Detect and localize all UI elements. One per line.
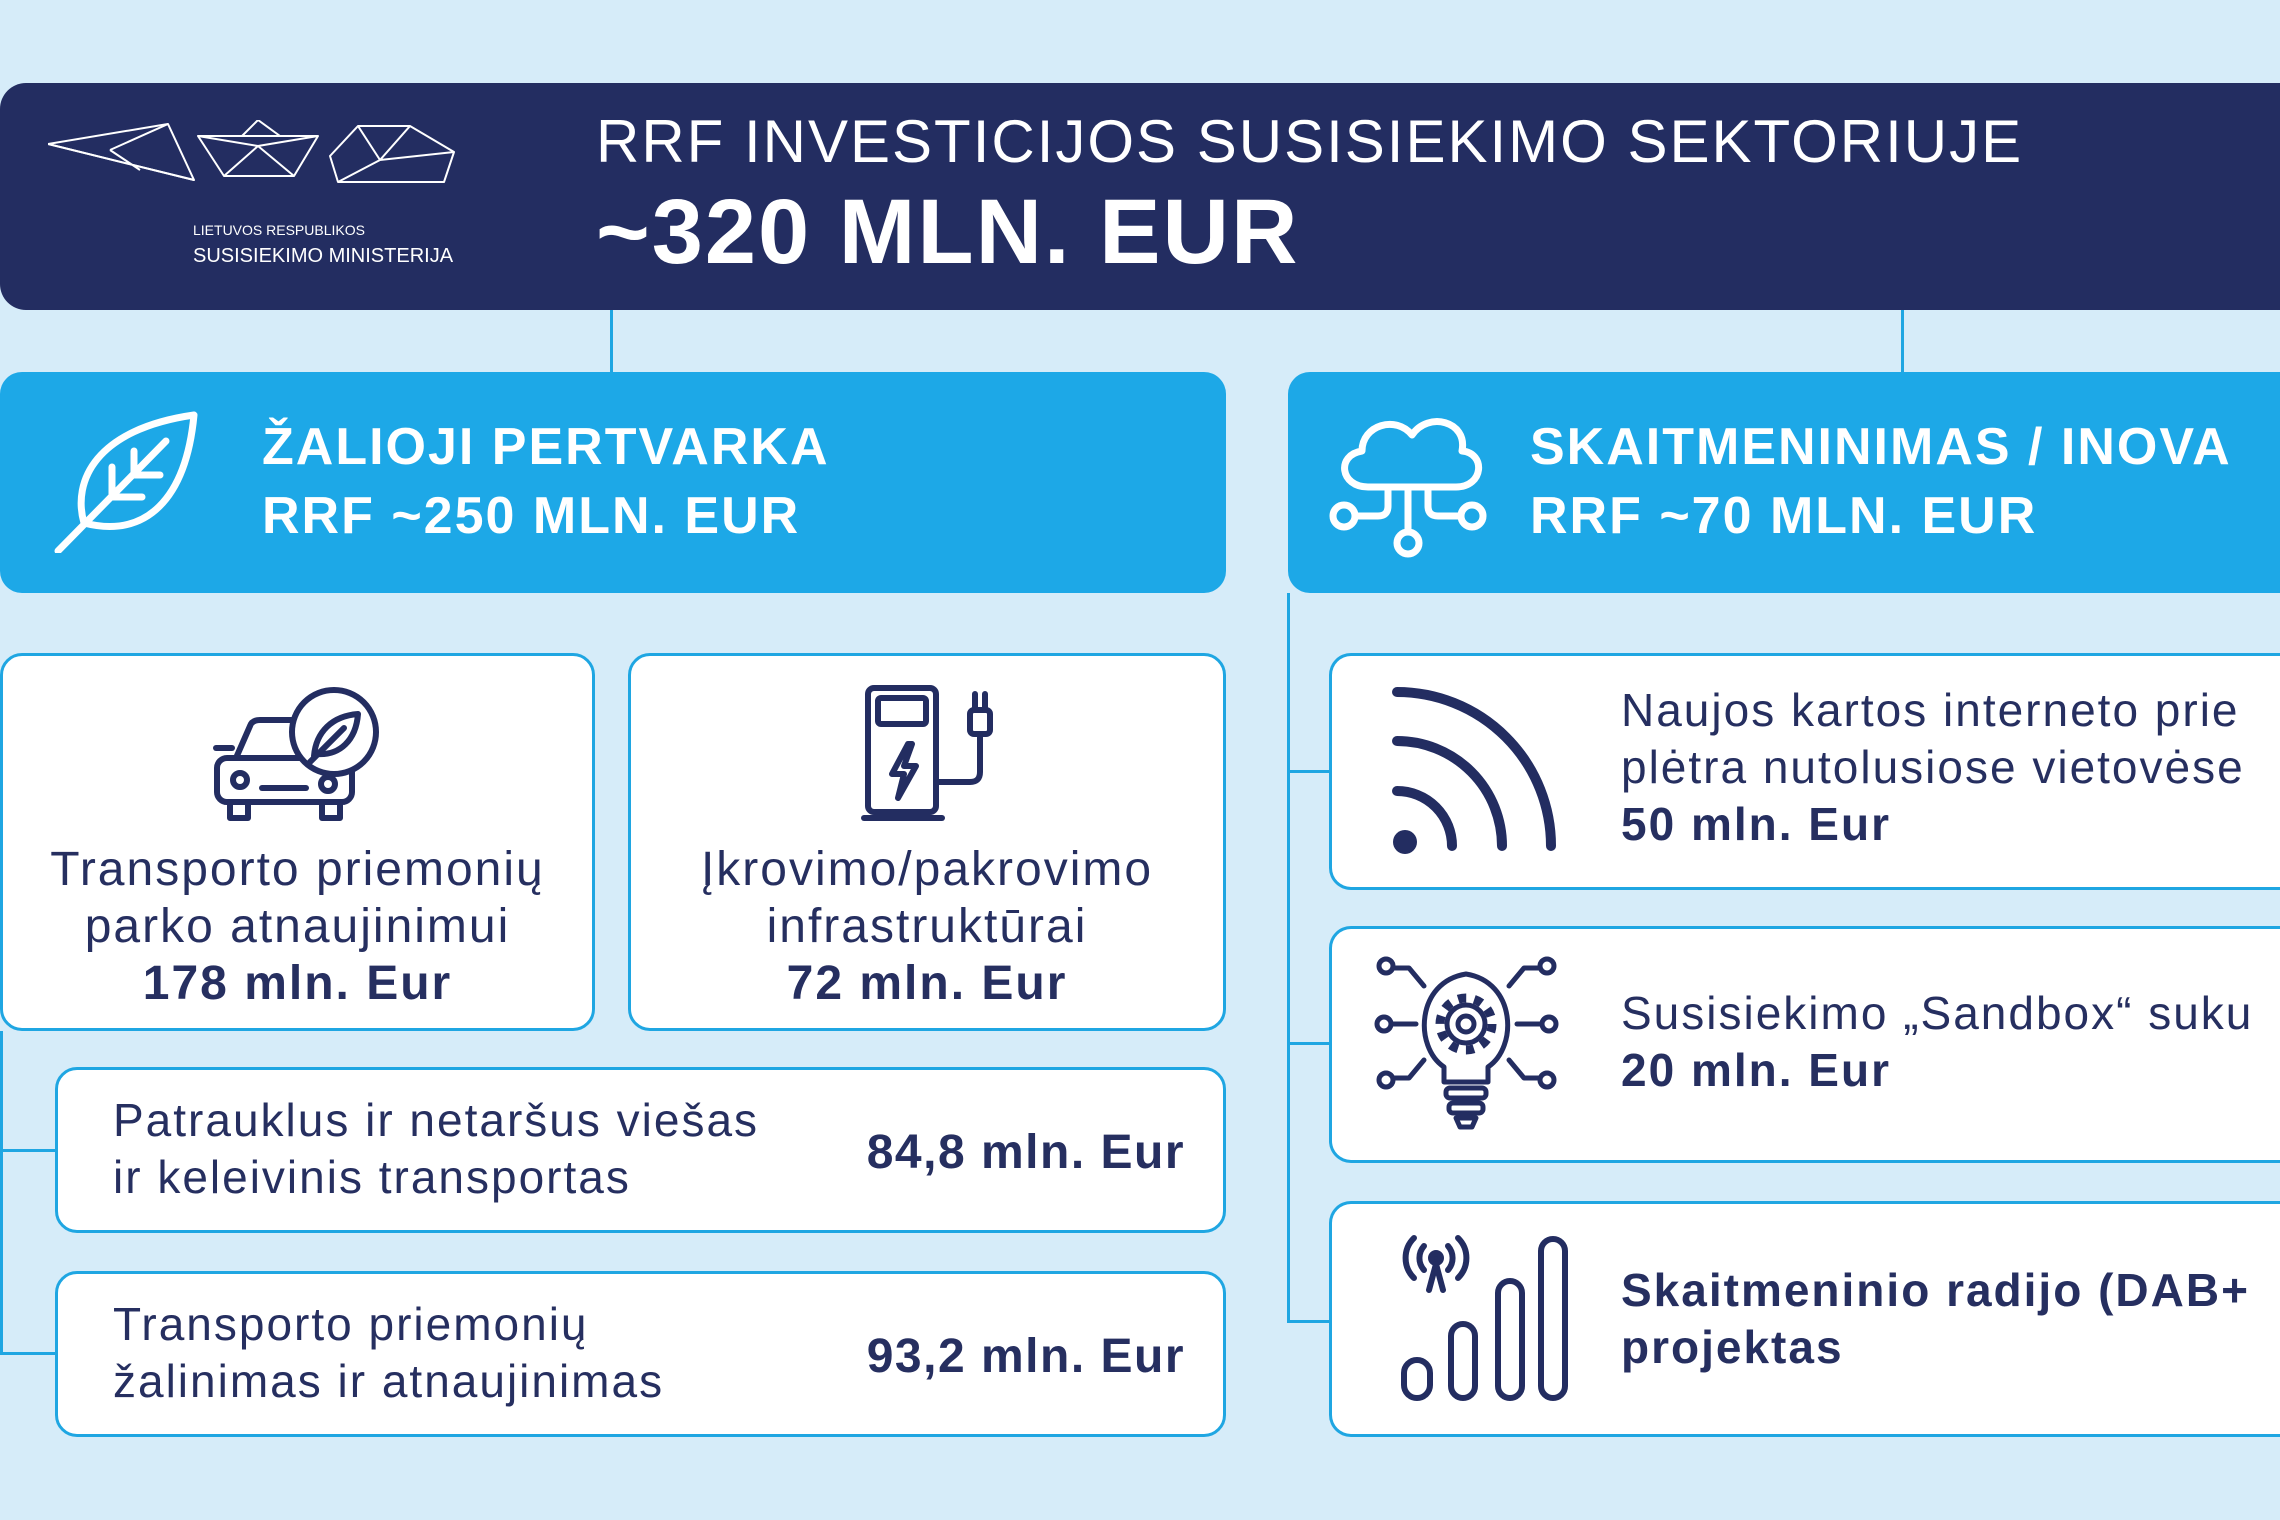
lightbulb-gear-icon — [1374, 956, 1559, 1130]
charging-infrastructure-card: Įkrovimo/pakrovimo infrastruktūrai 72 ml… — [628, 653, 1226, 1031]
fleet-renewal-text: Transporto priemonių parko atnaujinimui … — [3, 841, 592, 1012]
logo-line-2: SUSISIEKIMO MINISTERIJA — [193, 245, 454, 267]
row-amount: 93,2 mln. Eur — [866, 1330, 1185, 1383]
item-line: Susisiekimo „Sandbox“ suku — [1621, 987, 2254, 1039]
card-line: Įkrovimo/pakrovimo — [700, 843, 1154, 896]
digital-section-title: SKAITMENINIMAS / INOVA — [1530, 418, 2232, 476]
green-section-amount: RRF ~250 MLN. EUR — [262, 487, 801, 545]
charging-station-icon — [861, 685, 993, 821]
logo-line-1: LIETUVOS RESPUBLIKOS — [193, 222, 365, 238]
origami-logo-icon — [48, 120, 455, 183]
item-amount: 20 mln. Eur — [1621, 1044, 1891, 1096]
item-amount: 50 mln. Eur — [1621, 798, 1891, 850]
signal-waves-icon — [1392, 687, 1556, 854]
item-line: projektas — [1621, 1321, 1844, 1373]
green-transition-header: ŽALIOJI PERTVARKA RRF ~250 MLN. EUR — [0, 372, 1226, 593]
row-line: žalinimas ir atnaujinimas — [113, 1355, 665, 1407]
row-description: Transporto priemonių žalinimas ir atnauj… — [113, 1296, 664, 1410]
card-line: parko atnaujinimui — [84, 900, 511, 953]
fleet-renewal-card: Transporto priemonių parko atnaujinimui … — [0, 653, 595, 1031]
connector-line — [610, 310, 613, 372]
row-amount: 84,8 mln. Eur — [866, 1126, 1185, 1179]
digitalization-header: SKAITMENINIMAS / INOVA RRF ~70 MLN. EUR — [1288, 372, 2280, 593]
row-line: Transporto priemonių — [113, 1298, 589, 1350]
broadband-text: Naujos kartos interneto prie plėtra nuto… — [1621, 682, 2245, 853]
connector-line — [1287, 1320, 1329, 1323]
sandbox-item: Susisiekimo „Sandbox“ suku 20 mln. Eur — [1329, 926, 2280, 1163]
connector-line — [1287, 770, 1329, 773]
header-total-amount: ~320 MLN. EUR — [596, 181, 1300, 283]
card-line: infrastruktūrai — [766, 900, 1088, 953]
green-section-title: ŽALIOJI PERTVARKA — [262, 418, 830, 476]
connector-line — [1901, 310, 1904, 372]
connector-line — [1287, 1042, 1329, 1045]
car-leaf-icon — [213, 687, 379, 821]
broadband-item: Naujos kartos interneto prie plėtra nuto… — [1329, 653, 2280, 890]
row-description: Patrauklus ir netaršus viešas ir keleivi… — [113, 1092, 759, 1206]
item-line: Naujos kartos interneto prie — [1621, 684, 2240, 736]
cloud-network-icon — [1329, 418, 1487, 558]
header-banner: LIETUVOS RESPUBLIKOS SUSISIEKIMO MINISTE… — [0, 83, 2280, 310]
connector-line — [0, 1352, 55, 1355]
charging-infrastructure-text: Įkrovimo/pakrovimo infrastruktūrai 72 ml… — [631, 841, 1223, 1012]
connector-line — [0, 1149, 55, 1152]
radio-signal-icon — [1401, 1235, 1568, 1401]
public-transport-row: Patrauklus ir netaršus viešas ir keleivi… — [55, 1067, 1226, 1233]
sandbox-text: Susisiekimo „Sandbox“ suku 20 mln. Eur — [1621, 985, 2253, 1099]
card-amount: 178 mln. Eur — [142, 957, 453, 1010]
row-line: Patrauklus ir netaršus viešas — [113, 1094, 760, 1146]
digital-radio-item: Skaitmeninio radijo (DAB+ projektas — [1329, 1201, 2280, 1437]
vehicle-greening-row: Transporto priemonių žalinimas ir atnauj… — [55, 1271, 1226, 1437]
connector-line — [0, 1031, 3, 1355]
row-line: ir keleivinis transportas — [113, 1151, 631, 1203]
header-title: RRF INVESTICIJOS SUSISIEKIMO SEKTORIUJE — [596, 108, 2024, 175]
digital-radio-text: Skaitmeninio radijo (DAB+ projektas — [1621, 1262, 2250, 1376]
card-line: Transporto priemonių — [50, 843, 545, 896]
card-amount: 72 mln. Eur — [786, 957, 1068, 1010]
item-line: Skaitmeninio radijo (DAB+ — [1621, 1264, 2250, 1316]
digital-section-amount: RRF ~70 MLN. EUR — [1530, 487, 2038, 545]
item-line: plėtra nutolusiose vietovėse — [1621, 741, 2245, 793]
connector-line — [1287, 593, 1290, 1323]
leaf-icon — [54, 411, 198, 553]
